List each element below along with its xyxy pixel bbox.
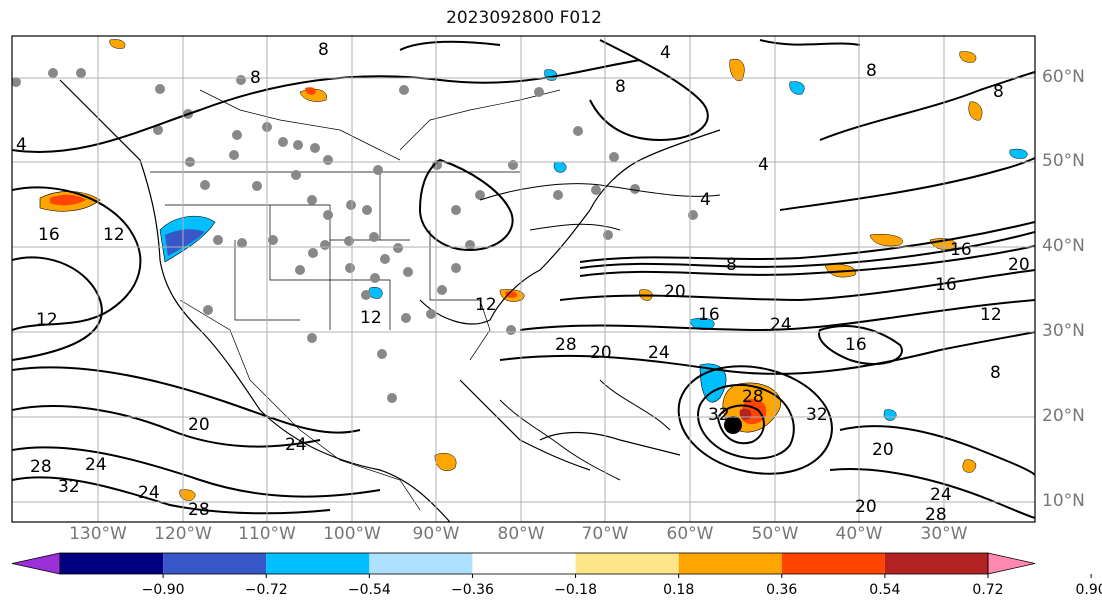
contour-label: 28 xyxy=(30,457,52,477)
colorbar-segment xyxy=(60,553,164,574)
colorbar-segment xyxy=(163,553,267,574)
contour-label: 24 xyxy=(285,435,307,455)
contour-label: 24 xyxy=(85,455,107,475)
colorbar-segment xyxy=(884,553,988,574)
contour-label: 12 xyxy=(475,295,497,315)
colorbar-extend-max xyxy=(987,552,1036,575)
colorbar-tick-label: 0.90 xyxy=(1075,582,1102,598)
thin-contours xyxy=(479,183,721,481)
contour-label: 16 xyxy=(698,305,720,325)
colorbar-frame xyxy=(59,552,989,575)
contour-label: 8 xyxy=(318,40,329,60)
map-title: 2023092800 F012 xyxy=(446,8,602,28)
longitude-label: 60°W xyxy=(666,524,714,544)
latitude-label: 20°N xyxy=(1042,406,1085,426)
colorbar-tick-label: 0.18 xyxy=(663,582,695,598)
longitude-label: 40°W xyxy=(835,524,883,544)
contour-label: 4 xyxy=(758,155,769,175)
contour-label: 8 xyxy=(250,68,261,88)
contour-label: 12 xyxy=(980,305,1002,325)
colorbar-segment xyxy=(266,553,370,574)
contour-label: 28 xyxy=(925,505,947,525)
contour-label: 24 xyxy=(648,343,670,363)
contour-label: 20 xyxy=(590,343,612,363)
contour-label: 16 xyxy=(845,335,867,355)
contour-label: 20 xyxy=(1008,255,1030,275)
colorbar-segment xyxy=(575,553,679,574)
contour-label: 28 xyxy=(555,335,577,355)
contour-label: 12 xyxy=(103,225,125,245)
contour-label: 12 xyxy=(36,310,58,330)
contour-label: 8 xyxy=(615,77,626,97)
contour-label: 4 xyxy=(700,190,711,210)
cyclone-center-marker xyxy=(724,416,742,434)
contour-label: 28 xyxy=(188,500,210,520)
contour-label: 8 xyxy=(990,363,1001,383)
longitude-label: 80°W xyxy=(497,524,545,544)
contour-label: 20 xyxy=(872,440,894,460)
latitude-label: 10°N xyxy=(1042,491,1085,511)
contour-label: 32 xyxy=(708,405,730,425)
latitude-label: 60°N xyxy=(1042,67,1085,87)
longitude-label: 130°W xyxy=(69,524,127,544)
contour-label: 20 xyxy=(664,282,686,302)
map-frame xyxy=(11,35,1036,523)
colorbar-segment xyxy=(678,553,782,574)
latitude-label: 30°N xyxy=(1042,321,1085,341)
colorbar-tick-label: 0.72 xyxy=(972,582,1004,598)
station-dots xyxy=(12,68,698,403)
latitude-label: 40°N xyxy=(1042,236,1085,256)
graticule xyxy=(12,36,1035,522)
colorbar-extend-min xyxy=(11,552,61,575)
longitude-label: 120°W xyxy=(154,524,212,544)
contour-label: 4 xyxy=(16,135,27,155)
colorbar-tick-label: −0.72 xyxy=(244,582,288,598)
contour-label: 12 xyxy=(360,308,382,328)
contour-label: 4 xyxy=(660,43,671,63)
colorbar-segment xyxy=(472,553,576,574)
colorbar-segment xyxy=(781,553,885,574)
contour-label: 16 xyxy=(950,240,972,260)
contour-label: 16 xyxy=(38,225,60,245)
contour-label: 24 xyxy=(930,485,952,505)
contour-label: 24 xyxy=(138,483,160,503)
contour-label: 24 xyxy=(770,315,792,335)
contour-labels: 8 8 4 8 8 4 4 16 12 12 8 16 12 12 20 16 … xyxy=(16,40,1030,525)
colorbar-tick-label: 0.36 xyxy=(766,582,798,598)
contour-label: 16 xyxy=(935,275,957,295)
contour-label: 8 xyxy=(866,61,877,81)
contour-label: 8 xyxy=(726,255,737,275)
colorbar-segment xyxy=(369,553,473,574)
contour-label: 20 xyxy=(188,415,210,435)
longitude-label: 100°W xyxy=(323,524,381,544)
longitude-label: 70°W xyxy=(581,524,629,544)
longitude-label: 30°W xyxy=(920,524,968,544)
contour-label: 20 xyxy=(855,497,877,517)
contour-label: 8 xyxy=(993,82,1004,102)
coastlines xyxy=(59,79,721,522)
longitude-label: 110°W xyxy=(238,524,296,544)
colorbar-tick-label: 0.54 xyxy=(869,582,901,598)
longitude-label: 50°W xyxy=(751,524,799,544)
contour-label: 32 xyxy=(58,477,80,497)
height-contours xyxy=(12,39,1035,519)
colorbar-tick-label: −0.54 xyxy=(347,582,391,598)
latitude-label: 50°N xyxy=(1042,151,1085,171)
colorbar-tick-label: −0.36 xyxy=(450,582,494,598)
longitude-label: 90°W xyxy=(412,524,460,544)
colorbar xyxy=(11,552,1092,578)
colorbar-tick-label: −0.18 xyxy=(554,582,597,598)
contour-label: 32 xyxy=(806,405,828,425)
colorbar-tick-label: −0.90 xyxy=(141,582,185,598)
contour-label: 28 xyxy=(742,387,764,407)
